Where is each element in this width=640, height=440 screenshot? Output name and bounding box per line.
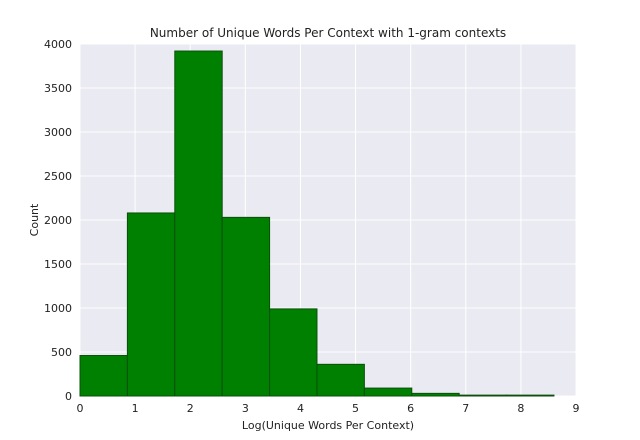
histogram-bar: [269, 308, 318, 397]
x-tick-label: 2: [187, 402, 194, 415]
y-tick-label: 2500: [44, 170, 72, 183]
y-tick-label: 4000: [44, 38, 72, 51]
y-axis-label: Count: [28, 203, 41, 236]
histogram-bar: [79, 355, 128, 397]
x-axis-label: Log(Unique Words Per Context): [242, 419, 414, 432]
chart-title: Number of Unique Words Per Context with …: [150, 26, 506, 40]
histogram-bar: [458, 394, 508, 397]
histogram-bar: [506, 394, 555, 397]
x-tick-label: 6: [407, 402, 414, 415]
y-tick-label: 3500: [44, 82, 72, 95]
histogram-bar: [411, 392, 460, 397]
x-tick-label: 7: [462, 402, 469, 415]
histogram-bar: [174, 50, 223, 397]
y-tick-label: 0: [65, 390, 72, 403]
x-tick-label: 8: [517, 402, 524, 415]
y-tick-label: 3000: [44, 126, 72, 139]
x-tick-label: 4: [297, 402, 304, 415]
x-tick-label: 5: [352, 402, 359, 415]
x-tick-label: 9: [573, 402, 580, 415]
x-tick-label: 1: [132, 402, 139, 415]
x-tick-label: 3: [242, 402, 249, 415]
y-tick-label: 1000: [44, 302, 72, 315]
histogram-bar: [126, 212, 176, 397]
x-tick-label: 0: [77, 402, 84, 415]
y-tick-labels: 0 500 1000 1500 2000 2500 3000 3500 4000: [44, 38, 72, 403]
histogram-bar: [221, 216, 271, 397]
histogram-bar: [316, 363, 365, 397]
y-tick-label: 2000: [44, 214, 72, 227]
y-tick-label: 1500: [44, 258, 72, 271]
y-tick-label: 500: [51, 346, 72, 359]
histogram-bar: [363, 387, 413, 397]
x-tick-labels: 0 1 2 3 4 5 6 7 8 9: [77, 402, 580, 415]
bars: [79, 50, 555, 397]
